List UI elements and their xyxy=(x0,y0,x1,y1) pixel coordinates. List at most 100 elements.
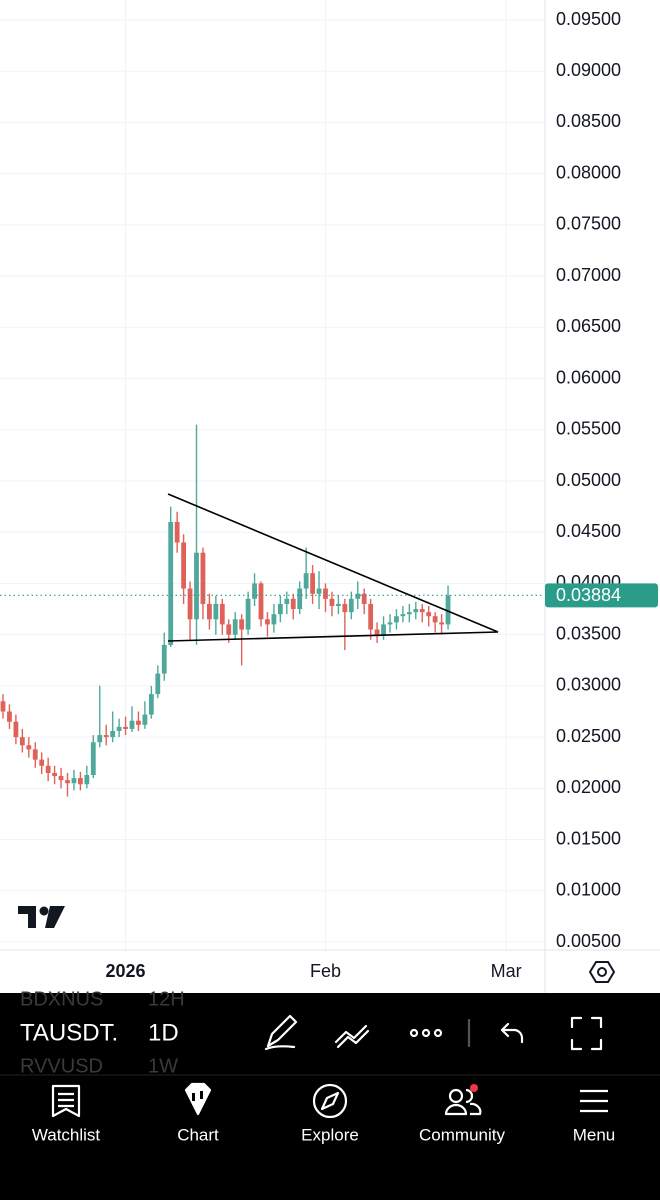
y-tick-label: 0.06500 xyxy=(556,316,621,336)
candle-body xyxy=(284,598,290,604)
y-tick-label: 0.02000 xyxy=(556,777,621,797)
candle-body xyxy=(200,552,206,604)
nav-label[interactable]: Watchlist xyxy=(32,1125,101,1144)
candle-body xyxy=(52,772,57,777)
candle-body xyxy=(71,778,77,784)
last-price-label: 0.03884 xyxy=(556,585,621,605)
candle-body xyxy=(258,583,264,620)
watchlist-icon[interactable] xyxy=(51,1084,81,1118)
trendline-upper xyxy=(167,493,499,633)
y-tick-label: 0.01500 xyxy=(556,828,621,848)
chart-icon[interactable] xyxy=(184,1082,212,1116)
y-tick-label: 0.08000 xyxy=(556,162,621,182)
y-tick-label: 0.03500 xyxy=(556,623,621,643)
toolbar xyxy=(0,993,660,1075)
y-tick-label: 0.00500 xyxy=(556,931,621,951)
candle-body xyxy=(394,616,399,623)
candle-body xyxy=(39,759,45,766)
explore-icon[interactable] xyxy=(312,1083,348,1119)
candle-body xyxy=(316,588,322,594)
y-tick-label: 0.08500 xyxy=(556,111,621,131)
candle-body xyxy=(245,598,251,630)
trendline-lower xyxy=(167,631,499,642)
interval[interactable]: 1D xyxy=(148,1019,179,1046)
candle-body xyxy=(103,735,109,738)
candle-body xyxy=(84,775,90,785)
time-axis: 2026 Feb Mar xyxy=(106,961,522,981)
candle-body xyxy=(445,595,451,625)
menu-icon[interactable] xyxy=(580,1089,608,1113)
prev-symbol[interactable]: BDXNUS xyxy=(20,988,103,1010)
candle-body xyxy=(297,588,303,610)
candle-body xyxy=(342,603,348,613)
candle-body xyxy=(187,588,193,620)
candle-body xyxy=(387,622,393,625)
candle-body xyxy=(136,720,141,725)
candle-body xyxy=(252,583,257,599)
y-tick-label: 0.09000 xyxy=(556,60,621,80)
candle-body xyxy=(90,742,96,776)
candle-body xyxy=(116,726,122,731)
last-price-box xyxy=(545,583,658,608)
grid xyxy=(0,0,545,950)
candle-body xyxy=(400,614,406,617)
chart-icon-candle xyxy=(192,1093,195,1101)
candle-body xyxy=(78,778,83,785)
notification-dot xyxy=(470,1084,478,1092)
indicators-icon[interactable] xyxy=(334,1024,370,1049)
fullscreen-icon[interactable] xyxy=(570,1016,603,1051)
x-tick-label: 2026 xyxy=(106,961,146,981)
y-tick-label: 0.05500 xyxy=(556,419,621,439)
next-symbol[interactable]: RVVUSD xyxy=(20,1055,103,1077)
nav-label[interactable]: Explore xyxy=(301,1125,359,1144)
candle-body xyxy=(355,593,361,599)
plot-area xyxy=(0,424,545,797)
y-tick-label: 0.07500 xyxy=(556,214,621,234)
explore-needle xyxy=(320,1091,340,1111)
candle-body xyxy=(426,612,432,617)
candle-body xyxy=(148,694,154,715)
draw-tool-icon[interactable] xyxy=(264,1014,298,1051)
candle-body xyxy=(439,622,444,625)
nav-label[interactable]: Community xyxy=(419,1125,505,1144)
candle-body xyxy=(219,603,225,625)
candle-body xyxy=(65,780,70,784)
candle-body xyxy=(348,598,354,613)
candle-body xyxy=(123,726,128,729)
nav-label[interactable]: Chart xyxy=(177,1125,219,1144)
settings-icon[interactable] xyxy=(588,961,616,983)
symbol[interactable]: TAUSDT. xyxy=(20,1019,118,1046)
candle-body xyxy=(213,603,219,620)
nav-label[interactable]: Menu xyxy=(573,1125,616,1144)
candle-body xyxy=(129,720,135,729)
candle-body xyxy=(161,644,167,674)
candle-body xyxy=(271,614,277,625)
candle-body xyxy=(7,711,12,722)
chart-icon-candle xyxy=(200,1091,203,1099)
tradingview-logo xyxy=(18,906,65,928)
candle-body xyxy=(194,552,199,620)
candle-body xyxy=(419,609,425,613)
candle-body xyxy=(303,573,309,589)
y-tick-label: 0.07000 xyxy=(556,265,621,285)
candle-body xyxy=(0,701,6,712)
candle-body xyxy=(368,603,374,630)
candle-body xyxy=(174,521,180,543)
candle-body xyxy=(329,598,335,606)
prev-interval[interactable]: 12H xyxy=(148,988,185,1010)
y-tick-label: 0.06000 xyxy=(556,367,621,387)
candle-body xyxy=(13,721,19,738)
candle-body xyxy=(406,612,412,615)
candle-body xyxy=(381,624,386,635)
undo-icon[interactable] xyxy=(500,1022,524,1044)
candle-body xyxy=(207,603,212,620)
community-icon[interactable] xyxy=(444,1088,482,1116)
next-interval[interactable]: 1W xyxy=(148,1055,178,1077)
candle-body xyxy=(310,573,315,594)
y-tick-label: 0.01000 xyxy=(556,880,621,900)
more-icon[interactable] xyxy=(409,1028,443,1038)
y-tick-label: 0.02500 xyxy=(556,726,621,746)
candle-body xyxy=(45,765,51,773)
x-tick-label: Feb xyxy=(310,961,341,981)
